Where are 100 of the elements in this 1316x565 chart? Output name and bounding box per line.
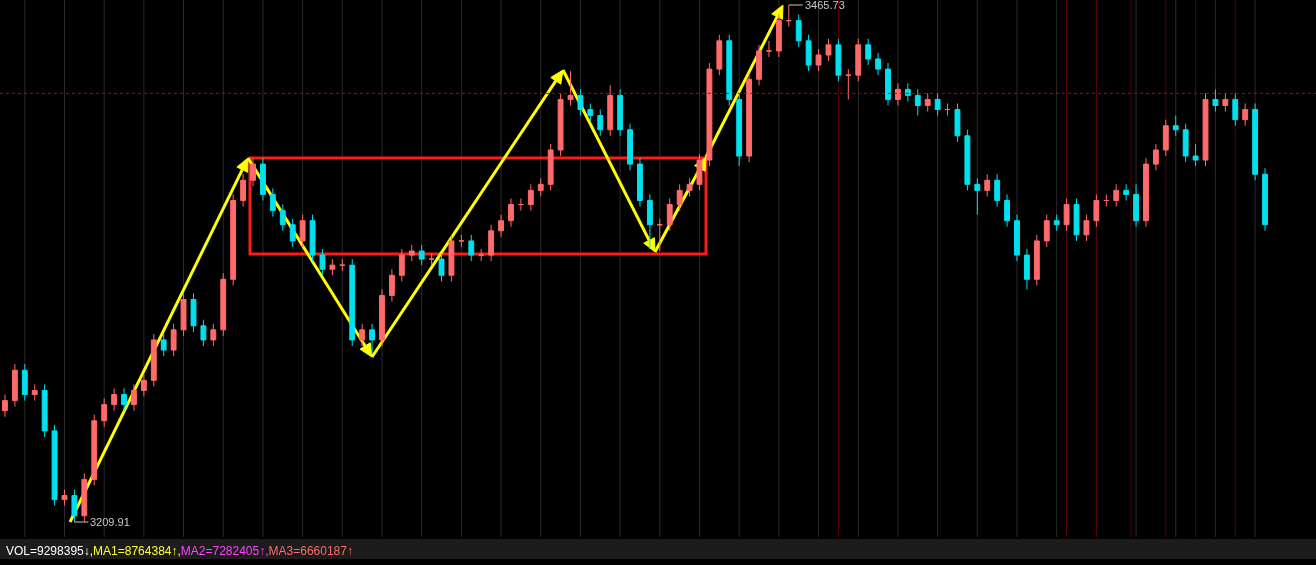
- candlestick: [388, 268, 395, 303]
- candlestick: [984, 173, 991, 197]
- candlestick: [121, 387, 127, 412]
- candlestick: [944, 102, 951, 117]
- candlestick: [448, 234, 455, 282]
- candlestick: [656, 218, 663, 252]
- candlestick: [785, 4, 792, 28]
- candlestick: [597, 109, 604, 137]
- candlestick: [557, 92, 564, 157]
- candlestick: [1103, 193, 1110, 208]
- candlestick: [41, 383, 48, 438]
- candlestick: [964, 129, 971, 191]
- candlestick: [1152, 143, 1159, 171]
- candlestick: [825, 38, 832, 62]
- candlestick: [71, 489, 78, 523]
- candlestick: [1172, 115, 1179, 137]
- candlestick: [260, 157, 266, 201]
- candlestick: [418, 244, 425, 266]
- candlestick: [1143, 157, 1149, 228]
- candlestick: [1202, 92, 1209, 167]
- candlestick: [1043, 214, 1050, 248]
- candlestick: [359, 323, 366, 347]
- candlestick: [795, 14, 802, 48]
- candlestick: [736, 92, 743, 167]
- candlestick: [269, 187, 276, 218]
- candlestick: [51, 424, 58, 507]
- candlestick: [210, 323, 217, 347]
- candlestick: [517, 197, 524, 212]
- candlestick: [845, 68, 852, 100]
- candlestick: [91, 414, 98, 486]
- candlestick: [349, 258, 356, 347]
- candlestick: [527, 183, 534, 212]
- candlestick: [1033, 234, 1040, 286]
- candlestick: [646, 193, 653, 250]
- candlestick: [1014, 214, 1020, 262]
- candlestick: [1252, 102, 1259, 181]
- candlestick: [577, 88, 584, 117]
- candlestick: [775, 14, 782, 58]
- candlestick: [170, 323, 177, 357]
- candlestick: [1113, 183, 1120, 208]
- text: MA3=6660187↑: [268, 544, 353, 558]
- candlestick: [1133, 183, 1139, 228]
- candlestick: [160, 333, 167, 357]
- candlestick: [150, 333, 157, 387]
- candlestick: [954, 102, 961, 143]
- candlestick: [706, 62, 713, 167]
- candlestick: [865, 38, 872, 66]
- candlestick: [924, 92, 931, 113]
- text: VOL=9298395↓,: [6, 544, 94, 558]
- candlestick: [131, 383, 137, 412]
- candlestick: [478, 248, 485, 262]
- candlestick: [1222, 92, 1229, 113]
- candlestick: [289, 218, 296, 248]
- candlestick: [1093, 193, 1100, 228]
- candlestick: [855, 38, 862, 82]
- candlestick: [309, 214, 316, 262]
- candlestick: [1123, 183, 1130, 201]
- candlestick: [547, 143, 554, 191]
- candlestick: [438, 252, 445, 282]
- candlestick: [1162, 119, 1169, 157]
- candlestick: [617, 88, 624, 137]
- candlestick: [1242, 102, 1249, 127]
- candlestick: [637, 157, 643, 208]
- candlestick: [756, 44, 762, 86]
- candlestick: [61, 489, 68, 507]
- text: MA2=7282405↑,: [180, 544, 269, 558]
- candlestick: [1023, 248, 1030, 290]
- candlestick: [607, 84, 614, 137]
- candlestick: [220, 272, 227, 337]
- candlestick: [726, 34, 733, 106]
- candlestick: [1063, 197, 1070, 232]
- candlestick: [21, 363, 28, 402]
- candlestick: [686, 177, 693, 197]
- candlestick: [1073, 197, 1080, 242]
- candlestick: [815, 48, 822, 72]
- candlestick: [994, 173, 1001, 208]
- candlestick: [1004, 193, 1010, 228]
- candlestick: [458, 234, 465, 248]
- candlestick: [676, 183, 683, 212]
- candlestick: [279, 204, 286, 232]
- candlestick: [666, 197, 673, 232]
- candlestick: [805, 34, 812, 72]
- candlestick: [1232, 92, 1239, 127]
- candlestick: [398, 248, 405, 282]
- candlestick: [875, 52, 882, 76]
- candlestick: [1182, 123, 1189, 163]
- candlestick: [31, 383, 38, 402]
- candlestick: [895, 82, 901, 106]
- candlestick: [627, 123, 633, 171]
- candlestick: [101, 398, 108, 428]
- candlestick: [369, 323, 375, 355]
- candlestick: [81, 472, 88, 523]
- candlestick: [498, 214, 504, 238]
- candlestick: [299, 214, 306, 248]
- annotation: 3209.91: [90, 516, 130, 528]
- candlestick: [488, 224, 495, 262]
- candlestick: [1192, 143, 1199, 167]
- annotation: 3465.73: [805, 0, 845, 11]
- candlestick: [587, 102, 594, 123]
- text: MA1=8764384↑,: [93, 544, 181, 558]
